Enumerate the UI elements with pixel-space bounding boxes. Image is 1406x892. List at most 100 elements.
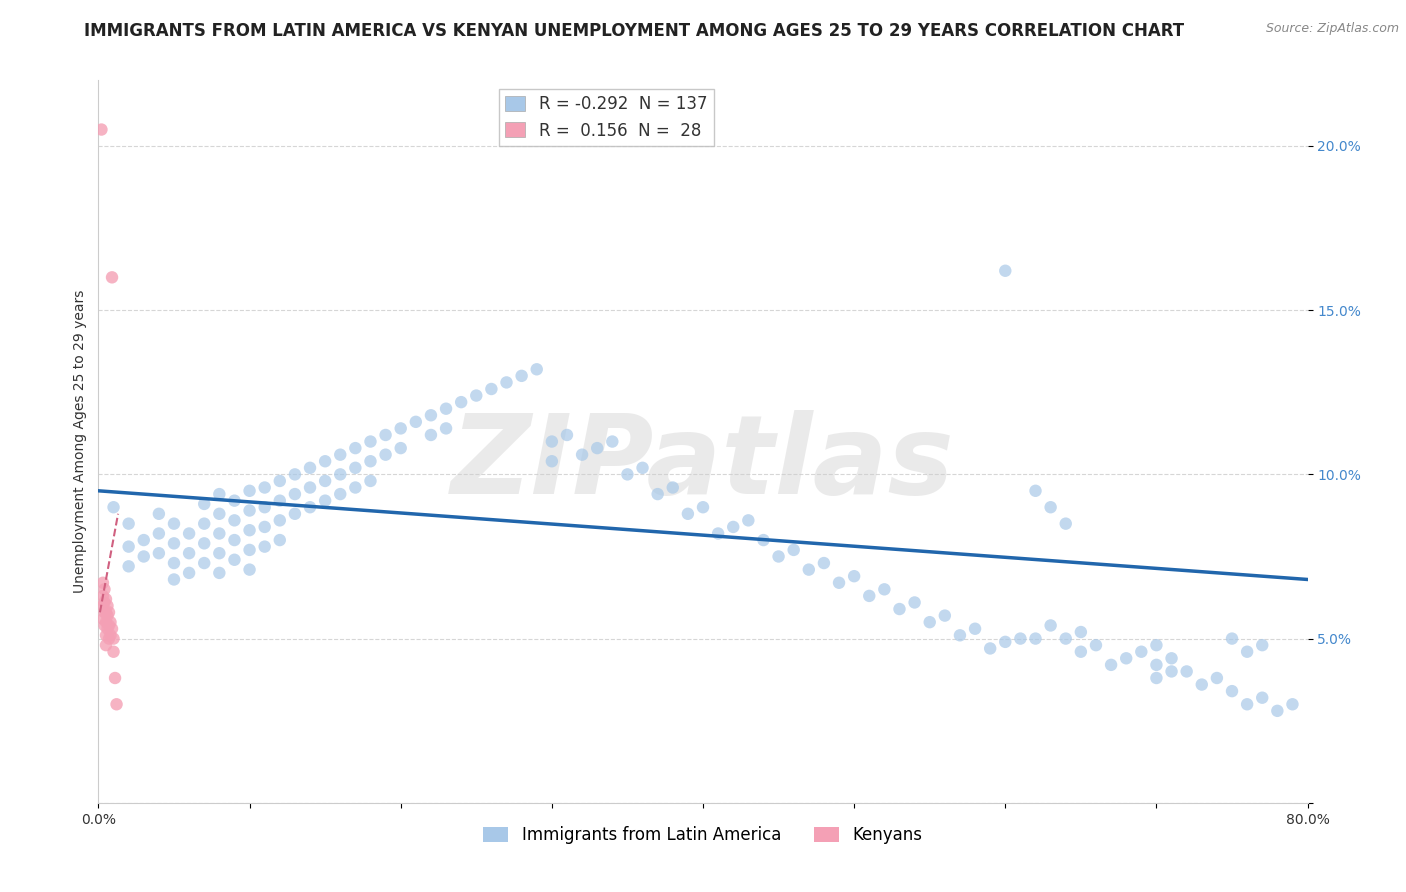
Point [1236,698,1258,712]
Point [179,566,201,580]
Point [844,569,866,583]
Point [1010,632,1032,646]
Point [96,622,118,636]
Point [405,415,427,429]
Point [616,467,638,482]
Point [676,507,699,521]
Point [239,503,262,517]
Point [314,493,336,508]
Point [1191,677,1213,691]
Point [586,441,609,455]
Point [813,556,835,570]
Point [1267,704,1289,718]
Point [602,434,624,449]
Point [1070,645,1092,659]
Point [179,526,201,541]
Point [299,460,322,475]
Point [647,487,669,501]
Point [269,474,291,488]
Point [1144,657,1167,672]
Y-axis label: Unemployment Among Ages 25 to 29 years: Unemployment Among Ages 25 to 29 years [73,290,87,593]
Point [224,493,246,508]
Point [737,513,759,527]
Point [360,474,382,488]
Point [374,448,396,462]
Point [179,546,201,560]
Point [1024,632,1046,646]
Point [91,612,114,626]
Point [661,481,683,495]
Point [1070,625,1092,640]
Point [208,546,231,560]
Point [797,563,820,577]
Point [91,589,114,603]
Point [389,441,412,455]
Point [90,122,112,136]
Point [329,448,352,462]
Point [94,638,117,652]
Point [949,628,972,642]
Point [450,395,472,409]
Point [873,582,896,597]
Point [193,536,215,550]
Point [269,513,291,527]
Point [239,542,262,557]
Point [93,605,115,619]
Point [1130,645,1153,659]
Point [101,622,124,636]
Point [889,602,911,616]
Point [1024,483,1046,498]
Point [208,507,231,521]
Point [224,553,246,567]
Point [103,500,125,515]
Point [239,483,262,498]
Point [193,556,215,570]
Point [1115,651,1137,665]
Point [526,362,548,376]
Point [253,520,276,534]
Point [148,526,170,541]
Point [239,563,262,577]
Point [555,428,578,442]
Point [979,641,1001,656]
Point [193,497,215,511]
Point [163,536,186,550]
Point [965,622,987,636]
Point [1220,684,1243,698]
Point [100,615,122,630]
Point [100,628,122,642]
Point [98,605,121,619]
Text: ZIPatlas: ZIPatlas [451,409,955,516]
Point [94,605,117,619]
Point [360,434,382,449]
Point [253,540,276,554]
Point [299,500,322,515]
Point [1144,638,1167,652]
Point [1236,645,1258,659]
Point [118,516,141,531]
Point [94,628,117,642]
Point [284,487,307,501]
Point [1220,632,1243,646]
Point [1281,698,1303,712]
Point [389,421,412,435]
Point [118,559,141,574]
Point [132,533,155,547]
Point [118,540,141,554]
Point [994,264,1017,278]
Point [858,589,880,603]
Point [420,409,443,423]
Point [510,368,533,383]
Point [918,615,941,630]
Point [93,595,115,609]
Point [208,487,231,501]
Point [631,460,654,475]
Point [94,615,117,630]
Point [208,566,231,580]
Point [299,481,322,495]
Point [253,481,276,495]
Point [828,575,851,590]
Point [752,533,775,547]
Point [783,542,806,557]
Point [269,493,291,508]
